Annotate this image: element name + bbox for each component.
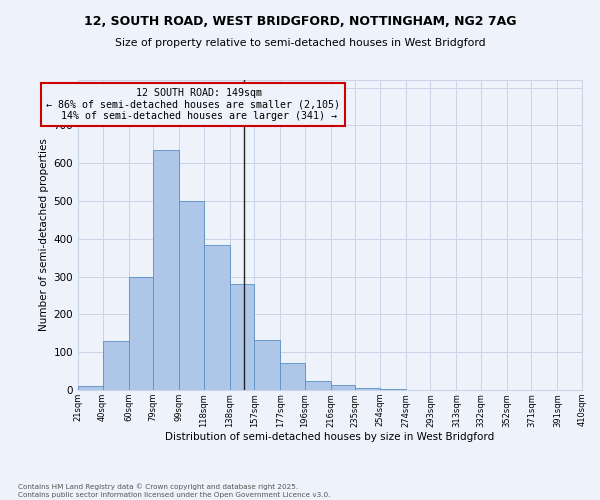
Bar bbox=[103, 341, 128, 390]
Text: Contains HM Land Registry data © Crown copyright and database right 2025.
Contai: Contains HM Land Registry data © Crown c… bbox=[18, 484, 331, 498]
Bar bbox=[128, 276, 153, 390]
Bar bbox=[78, 386, 103, 390]
Bar bbox=[153, 150, 179, 390]
Bar bbox=[280, 363, 305, 390]
X-axis label: Distribution of semi-detached houses by size in West Bridgford: Distribution of semi-detached houses by … bbox=[166, 432, 494, 442]
Bar bbox=[355, 388, 380, 390]
Bar bbox=[254, 340, 280, 390]
Y-axis label: Number of semi-detached properties: Number of semi-detached properties bbox=[40, 138, 49, 332]
Bar bbox=[179, 201, 203, 390]
Text: Size of property relative to semi-detached houses in West Bridgford: Size of property relative to semi-detach… bbox=[115, 38, 485, 48]
Bar bbox=[203, 245, 230, 390]
Bar bbox=[230, 284, 254, 390]
Bar bbox=[380, 389, 406, 390]
Text: 12, SOUTH ROAD, WEST BRIDGFORD, NOTTINGHAM, NG2 7AG: 12, SOUTH ROAD, WEST BRIDGFORD, NOTTINGH… bbox=[84, 15, 516, 28]
Bar bbox=[305, 380, 331, 390]
Text: 12 SOUTH ROAD: 149sqm
← 86% of semi-detached houses are smaller (2,105)
  14% of: 12 SOUTH ROAD: 149sqm ← 86% of semi-deta… bbox=[46, 88, 340, 121]
Bar bbox=[331, 386, 355, 390]
